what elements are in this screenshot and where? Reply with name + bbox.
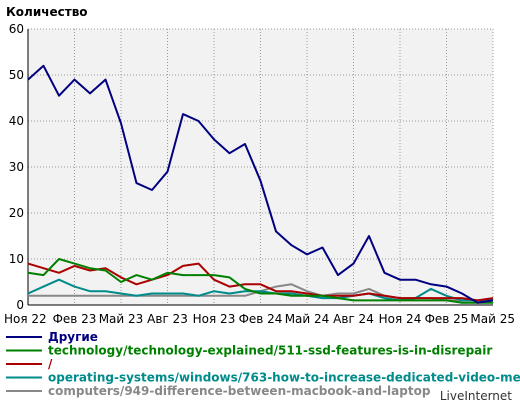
series-line xyxy=(27,64,494,304)
y-tick-label: 10 xyxy=(9,252,24,266)
legend-label: Другие xyxy=(48,330,98,344)
y-tick-label: 50 xyxy=(9,68,24,82)
y-tick-labels: 0 10 20 30 40 50 60 xyxy=(9,22,24,312)
x-tick-label: Май 25 xyxy=(470,312,515,326)
series-line xyxy=(27,262,494,302)
series-lines xyxy=(27,64,494,304)
x-tick-label: Ноя 24 xyxy=(379,312,422,326)
x-tick-label: Май 24 xyxy=(285,312,330,326)
y-tick-label: 20 xyxy=(9,206,24,220)
x-tick-label: Авг 24 xyxy=(333,312,374,326)
x-tick-label: Фев 23 xyxy=(53,312,97,326)
legend-label: operating-systems/windows/763-how-to-inc… xyxy=(48,371,520,385)
y-tick-label: 60 xyxy=(9,22,24,36)
legend-label: computers/949-difference-between-macbook… xyxy=(48,384,431,398)
x-tick-label: Май 23 xyxy=(99,312,144,326)
x-tick-label: Ноя 23 xyxy=(193,312,236,326)
y-axis-title: Количество xyxy=(6,5,88,19)
x-tick-label: Ноя 22 xyxy=(4,312,47,326)
legend-label: / xyxy=(48,357,53,371)
y-tick-label: 0 xyxy=(16,298,24,312)
legend: Другиеtechnology/technology-explained/51… xyxy=(6,330,520,398)
series-line xyxy=(27,258,493,304)
y-tick-label: 30 xyxy=(9,160,24,174)
grid-lines xyxy=(28,28,494,305)
y-tick-label: 40 xyxy=(9,114,24,128)
x-tick-label: Авг 23 xyxy=(147,312,188,326)
x-tick-labels: Ноя 22 Фев 23 Май 23 Авг 23 Ноя 23 Фев 24 Май … xyxy=(4,312,515,326)
x-tick-label: Фев 24 xyxy=(239,312,283,326)
credit-label: LiveInternet xyxy=(440,389,512,403)
legend-label: technology/technology-explained/511-ssd-… xyxy=(48,344,492,358)
x-tick-label: Фев 25 xyxy=(425,312,469,326)
axes xyxy=(27,29,493,306)
